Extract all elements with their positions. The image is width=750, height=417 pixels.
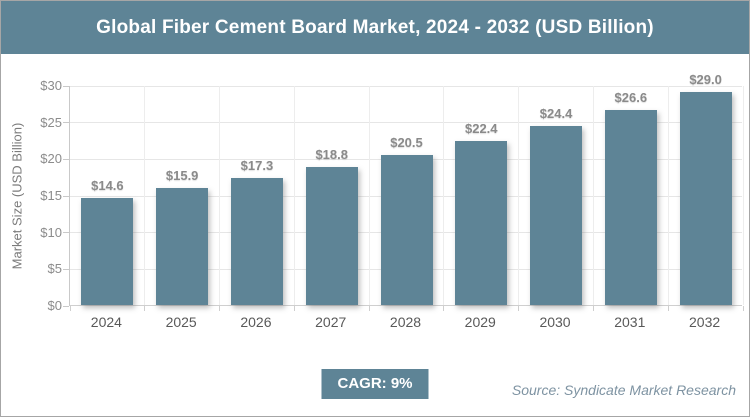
y-tick-label: $10 (40, 224, 62, 240)
x-tick-label: 2027 (315, 314, 347, 330)
bar-2024 (81, 197, 134, 305)
x-tick-label: 2028 (389, 314, 422, 330)
v-gridline (368, 86, 370, 305)
bar-value-label: $26.6 (614, 89, 648, 105)
bar-value-label: $22.4 (464, 120, 498, 136)
y-tick-label: $20 (40, 151, 62, 167)
y-axis-tick (63, 232, 69, 234)
y-axis-tick (63, 122, 69, 124)
v-gridline (667, 86, 669, 305)
x-axis-tick (69, 306, 71, 311)
bar-2029 (455, 140, 508, 305)
chart-title: Global Fiber Cement Board Market, 2024 -… (96, 16, 654, 38)
x-tick-label: 2030 (539, 314, 571, 330)
y-axis-tick (63, 305, 69, 307)
x-axis-tick (742, 306, 744, 311)
y-tick-label: $25 (40, 114, 62, 130)
bar-2028 (380, 154, 433, 305)
x-axis-tick (293, 306, 295, 311)
v-gridline (742, 86, 744, 305)
h-gridline (70, 122, 742, 124)
x-axis-labels: 2024 2025 2026 2027 2028 2029 2030 2031 2032 (69, 314, 742, 334)
x-axis-tick (592, 306, 594, 311)
v-gridline (293, 86, 295, 305)
y-axis-labels: $0 $5 $10 $15 $20 $25 $30 (1, 78, 62, 313)
bar-2032 (679, 92, 732, 305)
bar-value-label: $20.5 (390, 134, 423, 150)
bar-2025 (156, 188, 209, 305)
y-tick-label: $15 (40, 188, 62, 203)
bar-value-label: $15.9 (165, 168, 199, 184)
x-tick-label: 2032 (689, 314, 721, 330)
y-tick-label: $30 (40, 78, 62, 93)
x-tick-label: 2029 (464, 314, 496, 330)
bar-2026 (230, 178, 283, 305)
x-tick-label: 2024 (90, 314, 122, 330)
x-axis-tick (368, 306, 370, 311)
x-axis-tick (518, 306, 520, 311)
v-gridline (518, 86, 520, 305)
bar-value-label: $18.8 (315, 147, 348, 163)
bar-value-label: $29.0 (689, 72, 722, 88)
y-axis-tick (63, 85, 69, 87)
x-axis-tick (144, 306, 146, 311)
y-axis-tick (63, 195, 69, 197)
bar-2027 (305, 167, 358, 305)
v-gridline (219, 86, 221, 305)
bar-value-label: $24.4 (539, 106, 573, 122)
v-gridline (443, 86, 445, 305)
chart-title-bar: Global Fiber Cement Board Market, 2024 -… (1, 1, 749, 54)
bar-2031 (604, 109, 657, 305)
x-axis-tick (219, 306, 221, 311)
v-gridline (592, 86, 594, 305)
bar-value-label: $17.3 (240, 158, 274, 174)
y-tick-label: $5 (47, 261, 62, 277)
x-tick-label: 2025 (165, 314, 197, 330)
y-axis-tick (63, 268, 69, 270)
x-axis-tick (443, 306, 445, 311)
plot-area: $14.6 $15.9 $17.3 $18.8 $20.5 $22.4 $24.4 $26.6… (63, 72, 744, 311)
x-axis-tick (667, 306, 669, 311)
cagr-badge: CAGR: 9% (321, 369, 429, 399)
x-tick-label: 2026 (240, 314, 272, 330)
y-axis-tick (63, 158, 69, 160)
h-gridline (70, 86, 742, 87)
bar-2030 (530, 126, 583, 305)
source-note: Source: Syndicate Market Research (511, 382, 736, 398)
y-tick-label: $0 (47, 298, 62, 313)
x-tick-label: 2031 (614, 314, 646, 330)
v-gridline (144, 86, 146, 305)
bar-value-label: $14.6 (91, 177, 124, 193)
